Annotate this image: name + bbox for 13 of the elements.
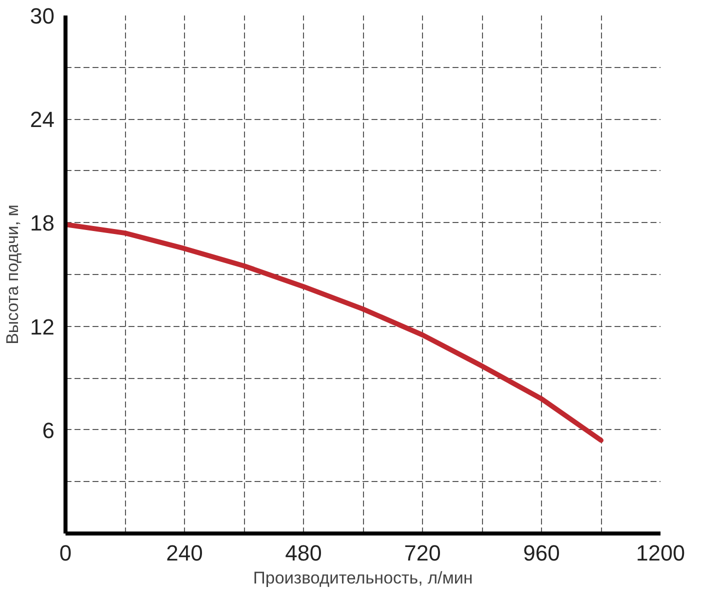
y-tick-label: 18 [30,210,55,236]
x-tick-label: 960 [523,540,560,566]
x-tick-label: 480 [285,540,322,566]
x-axis-title: Производительность, л/мин [253,568,473,588]
y-tick-label: 12 [30,314,55,340]
y-axis-title: Высота подачи, м [3,204,22,344]
x-tick-label: 240 [166,540,203,566]
x-tick-label: 1200 [636,540,685,566]
y-tick-label: 30 [30,4,55,28]
y-tick-label: 6 [42,418,55,443]
x-tick-label: 720 [404,540,441,566]
x-tick-label: 0 [59,540,72,566]
y-tick-label: 24 [30,107,55,132]
